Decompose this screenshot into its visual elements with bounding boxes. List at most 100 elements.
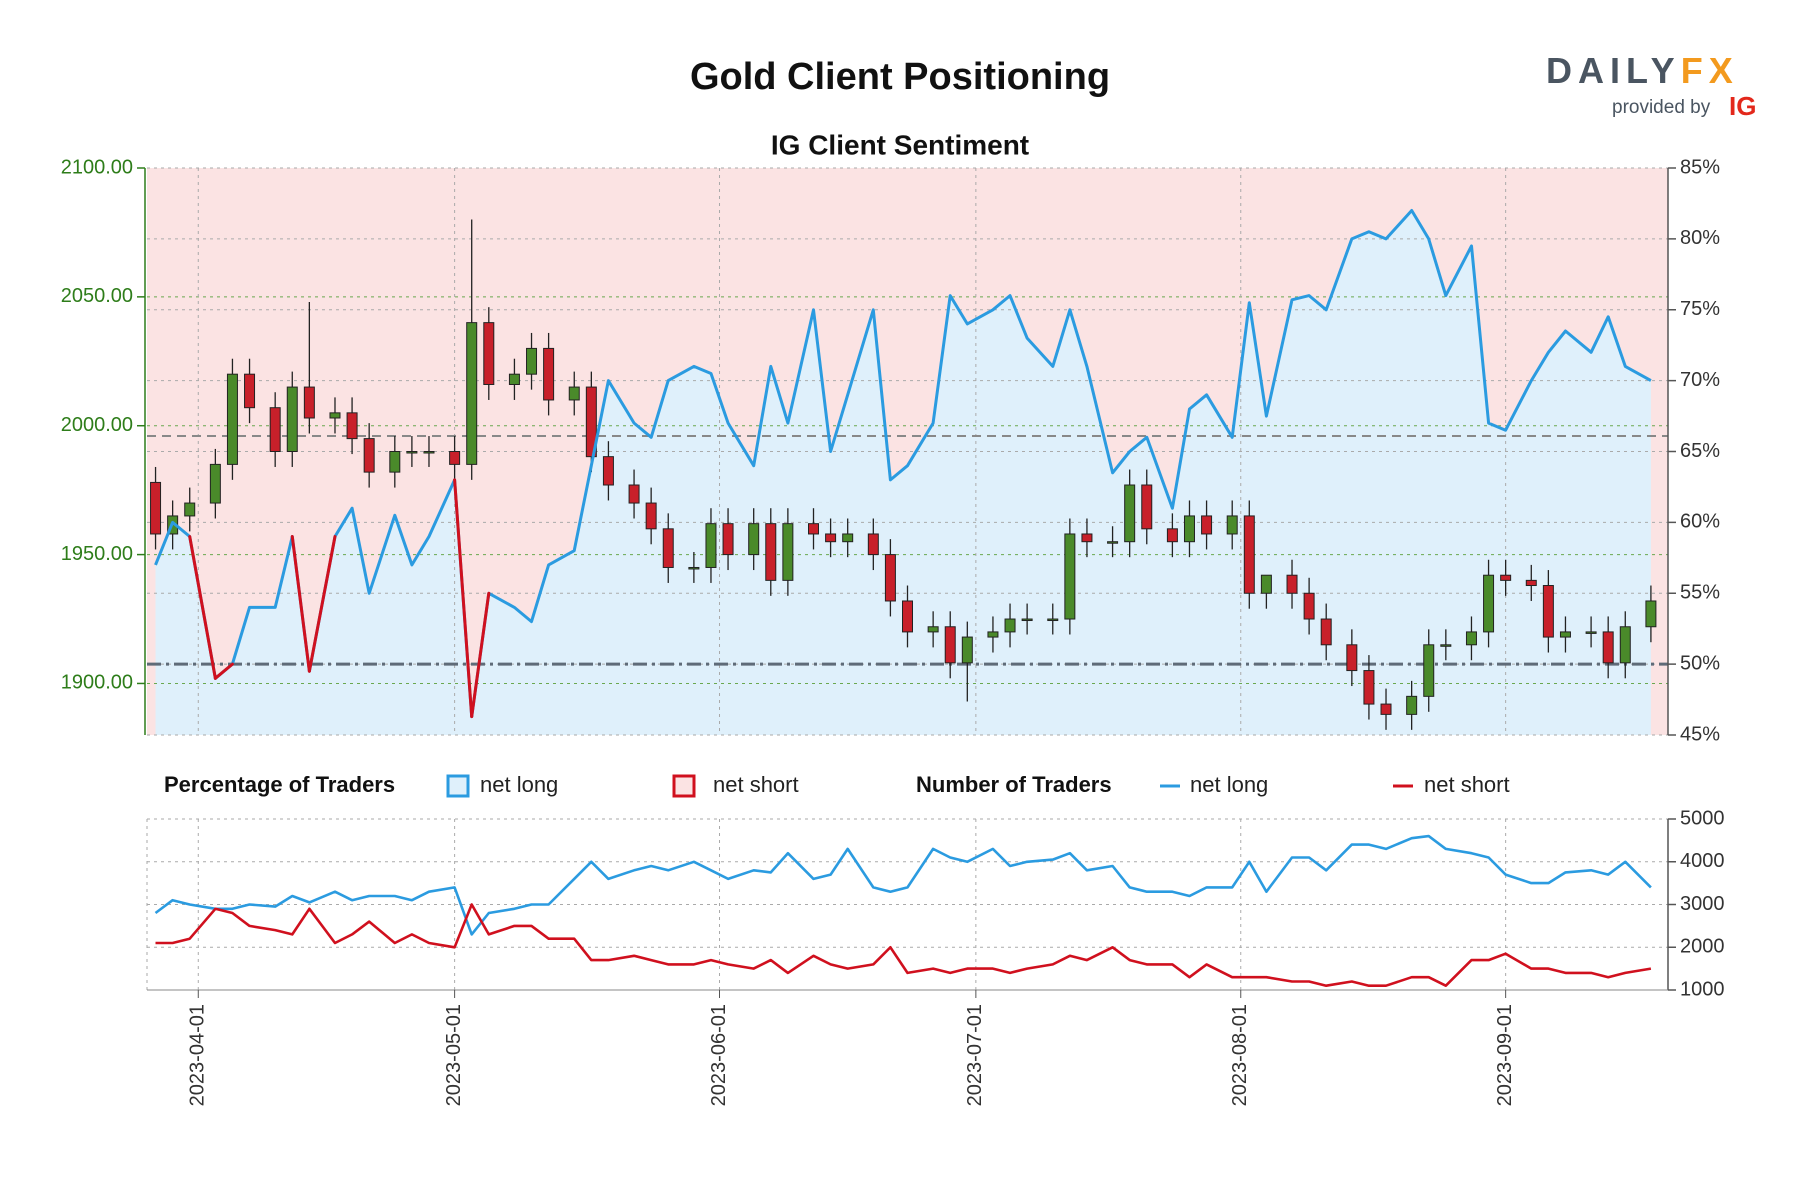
candle-body	[303, 386, 315, 419]
candle-body	[329, 412, 341, 419]
candle-body	[508, 373, 520, 385]
legend-swatch	[672, 774, 696, 798]
candle-body	[449, 451, 461, 465]
candle-body	[568, 386, 580, 401]
candle-body	[226, 373, 238, 465]
candle-body	[1141, 484, 1153, 530]
candle-body	[884, 554, 896, 602]
y2-tick-label: 45%	[1680, 723, 1720, 745]
candle-body	[1081, 533, 1093, 543]
x-tick-label: 2023-09-01	[1494, 1004, 1516, 1106]
candle-body	[961, 636, 973, 664]
candle-body	[1380, 703, 1392, 715]
net-short-line	[470, 591, 491, 719]
y2-tick-label: 50%	[1680, 652, 1720, 674]
candle-body	[987, 631, 999, 638]
net-long-area	[155, 210, 1651, 735]
candle-body	[1406, 695, 1418, 715]
candle-body	[286, 386, 298, 452]
y-tick-label: 2050.00	[61, 285, 133, 307]
legend-label: net short	[713, 772, 799, 797]
y-tick-label: 2100.00	[61, 156, 133, 178]
net-short-line	[453, 478, 474, 719]
candle-body	[1124, 484, 1136, 543]
x-tick-label: 2023-08-01	[1229, 1004, 1251, 1106]
legend-swatch	[446, 774, 470, 798]
chart-subtitle: IG Client Sentiment	[771, 129, 1029, 160]
logo-ig: IG	[1729, 91, 1756, 121]
net-short-line	[290, 535, 311, 673]
candle-body	[867, 533, 879, 556]
candle-body	[825, 533, 837, 543]
y-tick-label: 1900.00	[61, 672, 133, 694]
net-short-line	[213, 662, 234, 680]
candle-body	[1320, 618, 1332, 646]
y-tick-label: 1950.00	[61, 543, 133, 565]
candle-body	[1183, 515, 1195, 543]
candle-body	[1047, 618, 1059, 622]
y2-tick-label: 55%	[1680, 582, 1720, 604]
candle-body	[209, 463, 221, 504]
candle-body	[526, 347, 538, 375]
candle-body	[244, 373, 256, 409]
logo-brand: DAILY	[1546, 50, 1681, 91]
candle-body	[269, 407, 281, 453]
x-tick-label: 2023-05-01	[443, 1004, 465, 1106]
y2-tick-label: 70%	[1680, 369, 1720, 391]
candle-body	[1645, 600, 1657, 628]
candle-body	[483, 322, 495, 385]
candle-body	[1363, 670, 1375, 705]
legend-title: Percentage of Traders	[164, 772, 395, 797]
candle-body	[585, 386, 597, 458]
candle-body	[1585, 631, 1597, 634]
candle-body	[1423, 644, 1435, 697]
legend-label: net long	[480, 772, 558, 797]
candle-body	[902, 600, 913, 633]
candle-body	[150, 481, 162, 535]
y2-tick-label: 75%	[1680, 298, 1720, 320]
y-tick-label: 3000	[1680, 893, 1725, 915]
candle-body	[1064, 533, 1076, 620]
candle-body	[1286, 574, 1298, 594]
candle-body	[1602, 631, 1614, 664]
candle-body	[1021, 618, 1033, 622]
y2-tick-label: 60%	[1680, 511, 1720, 533]
x-tick-label: 2023-07-01	[964, 1004, 986, 1106]
candle-body	[705, 523, 717, 568]
candle-body	[722, 523, 734, 556]
candle-body	[1542, 585, 1554, 638]
candle-body	[1201, 515, 1213, 535]
candle-body	[1619, 626, 1631, 664]
candle-body	[184, 502, 196, 517]
trader-line	[154, 834, 1652, 936]
candle-body	[1500, 574, 1512, 581]
net-long-line	[154, 209, 1652, 719]
candle-body	[1107, 541, 1119, 544]
y-tick-label: 5000	[1680, 807, 1725, 829]
logo-provided-by: provided by	[1612, 97, 1711, 118]
candle-body	[1243, 515, 1255, 594]
candle-body	[1260, 574, 1272, 594]
candle-body	[1004, 618, 1016, 633]
candle-body	[543, 347, 555, 401]
candle-body	[346, 412, 358, 440]
legend-label: net long	[1190, 772, 1268, 797]
y-tick-label: 1000	[1680, 978, 1725, 1000]
y-tick-label: 2000.00	[61, 414, 133, 436]
candle-body	[363, 438, 375, 473]
candle-body	[1440, 644, 1452, 647]
candle-body	[944, 626, 956, 664]
logo-brand-accent: FX	[1681, 50, 1739, 91]
candle-body	[782, 523, 794, 581]
y-tick-label: 4000	[1680, 850, 1725, 872]
candle-body	[765, 523, 777, 581]
x-tick-label: 2023-04-01	[187, 1004, 209, 1106]
legend-label: net short	[1424, 772, 1510, 797]
y2-tick-label: 65%	[1680, 440, 1720, 462]
net-short-line	[307, 535, 337, 673]
candle-body	[927, 626, 939, 633]
candle-body	[662, 528, 674, 568]
candle-body	[645, 502, 657, 530]
y2-tick-label: 80%	[1680, 227, 1720, 249]
